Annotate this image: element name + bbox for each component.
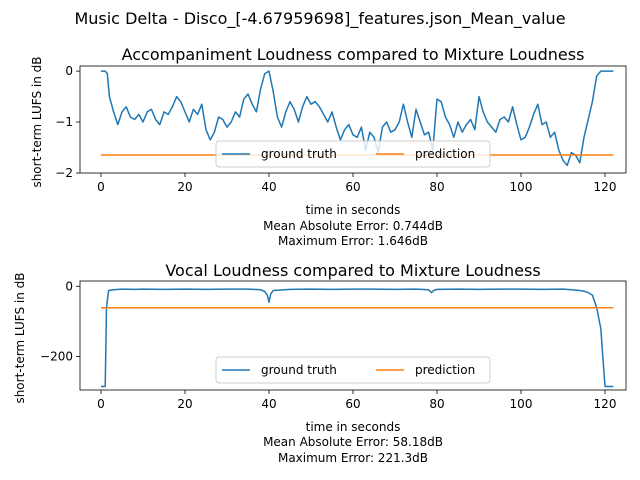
vocal-subplot: Vocal Loudness compared to Mixture Loudn…	[13, 261, 627, 465]
accompaniment-xtick-label: 60	[345, 180, 360, 194]
accompaniment-xtick-label: 120	[594, 180, 617, 194]
accompaniment-xtick-label: 20	[177, 180, 192, 194]
accompaniment-xlabel: time in seconds	[306, 203, 401, 217]
accompaniment-plot-area: 0 20 40 60 80 100 120 0 −1 −2	[55, 64, 627, 194]
accompaniment-xtick-label: 40	[261, 180, 276, 194]
vocal-xtick-label: 100	[510, 397, 533, 411]
vocal-xtick-label: 120	[594, 397, 617, 411]
accompaniment-legend-gt-label: ground truth	[261, 147, 337, 161]
accompaniment-xtick-label: 0	[97, 180, 105, 194]
accompaniment-legend-pred-label: prediction	[415, 147, 475, 161]
vocal-ytick-label: 0	[65, 279, 73, 293]
vocal-xtick-label: 40	[261, 397, 276, 411]
vocal-xtick-label: 60	[345, 397, 360, 411]
accompaniment-legend: ground truth prediction	[215, 140, 491, 168]
accompaniment-ytick-label: −1	[55, 115, 73, 129]
accompaniment-chart-title: Accompaniment Loudness compared to Mixtu…	[122, 45, 585, 64]
vocal-legend: ground truth prediction	[215, 356, 491, 384]
vocal-xtick-label: 20	[177, 397, 192, 411]
vocal-xlabel: time in seconds	[306, 420, 401, 434]
vocal-ylabel: short-term LUFS in dB	[13, 272, 27, 403]
accompaniment-mae-text: Mean Absolute Error: 0.744dB	[263, 219, 443, 233]
accompaniment-series-ground-truth-line	[101, 70, 614, 167]
accompaniment-xtick-label: 100	[510, 180, 533, 194]
vocal-legend-box	[215, 356, 491, 384]
vocal-ytick-label: −200	[40, 350, 73, 364]
vocal-legend-gt-label: ground truth	[261, 363, 337, 377]
vocal-xtick-label: 0	[97, 397, 105, 411]
accompaniment-xtick-label: 80	[429, 180, 444, 194]
vocal-max-error-text: Maximum Error: 221.3dB	[278, 451, 428, 465]
accompaniment-legend-box	[215, 140, 491, 168]
vocal-chart-title: Vocal Loudness compared to Mixture Loudn…	[165, 261, 540, 280]
vocal-plot-area: 0 20 40 60 80 100 120 0 −200	[40, 279, 627, 411]
accompaniment-ytick-label: −2	[55, 166, 73, 180]
accompaniment-max-error-text: Maximum Error: 1.646dB	[278, 234, 428, 248]
vocal-legend-pred-label: prediction	[415, 363, 475, 377]
figure-suptitle: Music Delta - Disco_[-4.67959698]_featur…	[74, 9, 565, 29]
accompaniment-ylabel: short-term LUFS in dB	[30, 56, 44, 187]
vocal-mae-text: Mean Absolute Error: 58.18dB	[263, 435, 443, 449]
vocal-xtick-label: 80	[429, 397, 444, 411]
accompaniment-subplot: Accompaniment Loudness compared to Mixtu…	[30, 45, 627, 248]
vocal-series-ground-truth-line	[101, 288, 614, 388]
accompaniment-ytick-label: 0	[65, 64, 73, 78]
